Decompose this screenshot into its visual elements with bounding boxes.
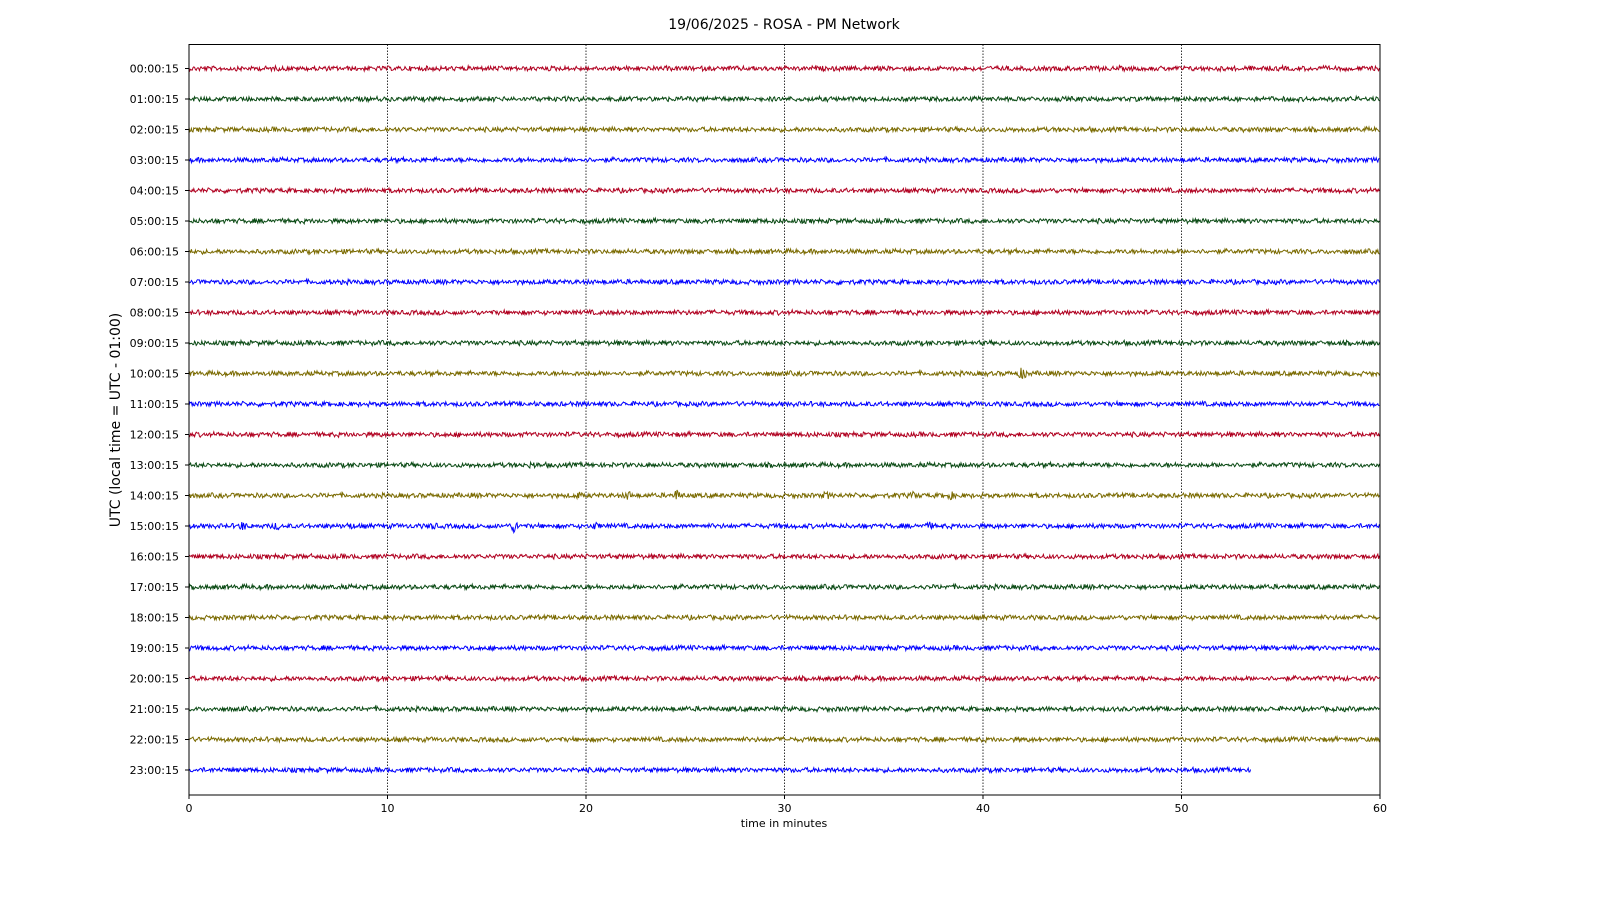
y-tick-label-21:00:15: 21:00:15: [130, 703, 179, 716]
trace-05:00:15: [188, 216, 1380, 226]
x-tick-label-60: 60: [1373, 802, 1387, 815]
trace-07:00:15: [188, 277, 1380, 287]
y-tick-label-17:00:15: 17:00:15: [130, 581, 179, 594]
trace-19:00:15: [188, 643, 1380, 653]
y-tick-label-08:00:15: 08:00:15: [130, 307, 179, 320]
y-tick-label-00:00:15: 00:00:15: [130, 63, 179, 76]
trace-23:00:15: [188, 765, 1252, 775]
y-tick-label-20:00:15: 20:00:15: [130, 673, 179, 686]
x-tick-label-50: 50: [1175, 802, 1189, 815]
trace-15:00:15: [188, 521, 1380, 535]
trace-20:00:15: [188, 673, 1380, 683]
trace-21:00:15: [188, 704, 1380, 714]
y-tick-label-03:00:15: 03:00:15: [130, 154, 179, 167]
trace-06:00:15: [188, 246, 1380, 256]
trace-16:00:15: [188, 552, 1380, 561]
plot-area-frame: [188, 44, 1381, 796]
x-tick-label-10: 10: [381, 802, 395, 815]
y-tick-label-06:00:15: 06:00:15: [130, 246, 179, 259]
y-axis-label: UTC (local time = UTC - 01:00): [108, 313, 124, 528]
y-tick-label-12:00:15: 12:00:15: [130, 429, 179, 442]
y-tick-label-22:00:15: 22:00:15: [130, 734, 179, 747]
y-tick-label-14:00:15: 14:00:15: [130, 490, 179, 503]
y-tick-label-07:00:15: 07:00:15: [130, 276, 179, 289]
y-tick-labels: 00:00:15 01:00:15 02:00:15 03:00:15 04:00:15…: [130, 63, 189, 777]
trace-04:00:15: [188, 186, 1380, 195]
y-tick-label-23:00:15: 23:00:15: [130, 764, 179, 777]
y-tick-label-02:00:15: 02:00:15: [130, 124, 179, 137]
trace-03:00:15: [188, 155, 1380, 165]
x-axis-label: time in minutes: [741, 817, 828, 830]
y-tick-label-15:00:15: 15:00:15: [130, 520, 179, 533]
x-tick-label-40: 40: [976, 802, 990, 815]
vertical-gridlines: [387, 44, 1182, 795]
chart-title: 19/06/2025 - ROSA - PM Network: [668, 17, 900, 33]
y-tick-label-11:00:15: 11:00:15: [130, 398, 179, 411]
x-tick-labels: 0 10 20 30 40 50 60: [186, 795, 1387, 815]
trace-11:00:15: [188, 399, 1380, 409]
trace-12:00:15: [188, 429, 1380, 439]
trace-14:00:15: [188, 489, 1380, 501]
trace-00:00:15: [188, 63, 1380, 73]
trace-17:00:15: [188, 582, 1380, 592]
y-tick-label-13:00:15: 13:00:15: [130, 459, 179, 472]
trace-08:00:15: [188, 307, 1380, 317]
seismogram-traces: [188, 63, 1380, 775]
trace-18:00:15: [188, 613, 1380, 622]
trace-09:00:15: [188, 338, 1380, 348]
x-tick-label-0: 0: [186, 802, 193, 815]
y-tick-label-01:00:15: 01:00:15: [130, 93, 179, 106]
trace-02:00:15: [188, 125, 1380, 134]
y-tick-label-09:00:15: 09:00:15: [130, 337, 179, 350]
y-tick-label-16:00:15: 16:00:15: [130, 551, 179, 564]
y-tick-label-18:00:15: 18:00:15: [130, 612, 179, 625]
trace-22:00:15: [188, 734, 1380, 744]
y-tick-label-05:00:15: 05:00:15: [130, 215, 179, 228]
y-tick-label-19:00:15: 19:00:15: [130, 642, 179, 655]
trace-13:00:15: [188, 460, 1380, 470]
trace-10:00:15: [188, 367, 1380, 380]
x-tick-label-30: 30: [778, 802, 792, 815]
x-tick-label-20: 20: [579, 802, 593, 815]
trace-01:00:15: [188, 94, 1380, 104]
y-tick-label-10:00:15: 10:00:15: [130, 368, 179, 381]
y-tick-label-04:00:15: 04:00:15: [130, 185, 179, 198]
